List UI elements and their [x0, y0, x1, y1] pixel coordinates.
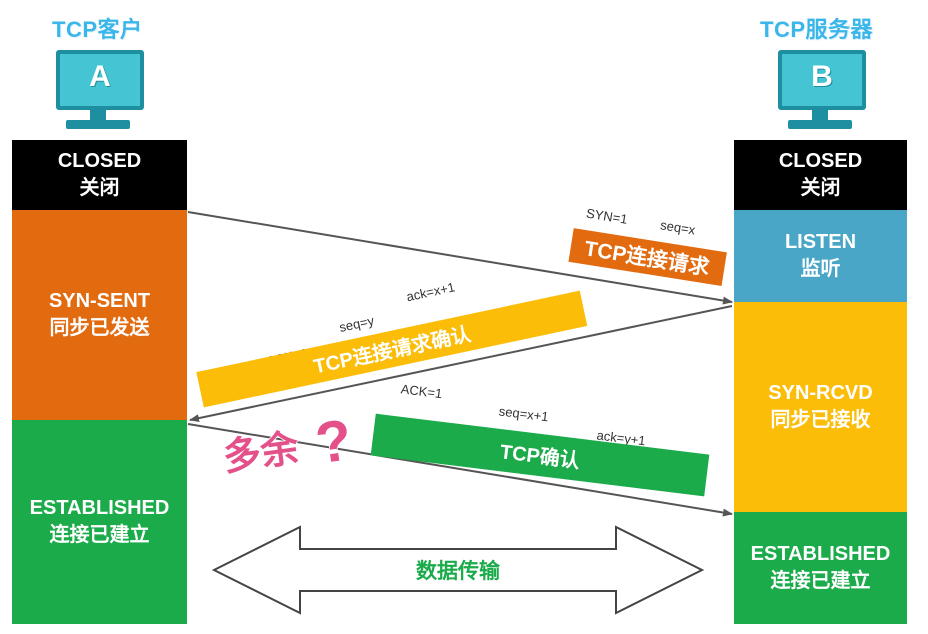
client-state-syn-sent: SYN-SENT 同步已发送 [12, 210, 187, 420]
syn-ack-field-seq: seq=y [338, 313, 376, 335]
ack-arrow [187, 423, 733, 517]
server-state-established: ESTABLISHED 连接已建立 [734, 512, 907, 624]
server-state-syn-rcvd: SYN-RCVD 同步已接收 [734, 302, 907, 512]
syn-ack-field-ack: ack=x+1 [405, 279, 456, 304]
client-state-established: ESTABLISHED 连接已建立 [12, 420, 187, 624]
syn-field-seq: seq=x [659, 217, 696, 237]
server-state-listen: LISTEN 监听 [734, 210, 907, 302]
redundant-text: 多余 [220, 426, 302, 479]
question-mark-icon: ? [312, 407, 356, 476]
ack-field-ack-flag: ACK=1 [400, 381, 443, 401]
client-state-closed: CLOSED 关闭 [12, 140, 187, 210]
syn-field-syn: SYN=1 [585, 206, 628, 227]
data-transfer-label: 数据传输 [416, 559, 501, 583]
syn-arrow [187, 211, 733, 305]
server-monitor-letter: B [811, 60, 833, 93]
redundant-annotation: 多余 ? [219, 406, 356, 480]
ack-field-seq: seq=x+1 [498, 403, 549, 424]
client-title: TCP客户 [52, 17, 143, 42]
server-title: TCP服务器 [760, 17, 874, 42]
client-monitor-letter: A [89, 60, 111, 93]
server-state-closed: CLOSED 关闭 [734, 140, 907, 210]
syn-ack-arrow [189, 305, 733, 423]
ack-banner: TCP确认 [370, 413, 710, 497]
data-transfer-arrow [211, 525, 705, 615]
syn-banner: TCP连接请求 [568, 228, 727, 287]
